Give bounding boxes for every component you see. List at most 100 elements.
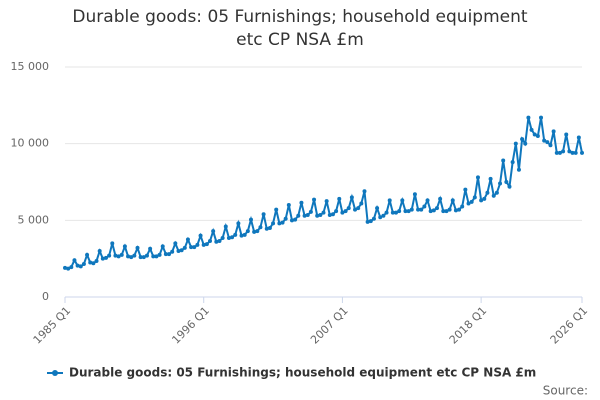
point bbox=[280, 220, 285, 225]
point bbox=[255, 229, 260, 234]
point bbox=[195, 242, 200, 247]
chart-title: Durable goods: 05 Furnishings; household… bbox=[72, 7, 528, 50]
point bbox=[403, 209, 408, 214]
point bbox=[510, 160, 515, 165]
point bbox=[368, 219, 373, 224]
point bbox=[63, 265, 67, 270]
point bbox=[214, 239, 219, 244]
point bbox=[91, 261, 96, 266]
point bbox=[460, 204, 465, 209]
point bbox=[226, 235, 231, 240]
point bbox=[409, 207, 414, 212]
point bbox=[88, 260, 93, 265]
point bbox=[211, 229, 216, 234]
point bbox=[220, 235, 225, 240]
point bbox=[208, 239, 213, 244]
point bbox=[170, 249, 175, 254]
point bbox=[308, 209, 313, 214]
point bbox=[450, 198, 455, 203]
point bbox=[384, 210, 389, 215]
point bbox=[97, 249, 102, 253]
point bbox=[321, 210, 326, 215]
point bbox=[182, 245, 187, 250]
point bbox=[412, 192, 417, 197]
y-tick-label: 5 000 bbox=[18, 213, 50, 226]
y-tick-label: 0 bbox=[42, 290, 49, 303]
point bbox=[359, 201, 364, 206]
point bbox=[557, 150, 562, 155]
point bbox=[535, 134, 540, 138]
point bbox=[176, 249, 181, 253]
point bbox=[85, 252, 90, 257]
point bbox=[154, 254, 159, 259]
point bbox=[192, 245, 197, 250]
point bbox=[482, 196, 487, 201]
point bbox=[258, 225, 263, 230]
point bbox=[334, 209, 339, 214]
point bbox=[163, 252, 168, 257]
point bbox=[504, 180, 509, 184]
point bbox=[400, 198, 405, 203]
point bbox=[353, 207, 358, 212]
point bbox=[245, 229, 250, 234]
point bbox=[337, 196, 342, 201]
point bbox=[242, 232, 247, 237]
point bbox=[422, 204, 427, 209]
point bbox=[201, 242, 206, 247]
point bbox=[570, 150, 575, 155]
point bbox=[110, 241, 115, 246]
point bbox=[520, 137, 525, 142]
point bbox=[349, 195, 354, 200]
point bbox=[312, 197, 317, 202]
point bbox=[248, 217, 253, 222]
point bbox=[387, 198, 392, 203]
point bbox=[548, 143, 553, 148]
point bbox=[551, 129, 556, 134]
y-tick-label: 10 000 bbox=[11, 137, 50, 150]
point bbox=[223, 224, 228, 229]
point bbox=[148, 246, 153, 251]
point bbox=[362, 189, 367, 194]
point bbox=[138, 255, 143, 260]
series-line bbox=[64, 117, 583, 270]
point bbox=[346, 206, 351, 211]
point bbox=[81, 262, 86, 267]
point bbox=[160, 244, 165, 249]
point bbox=[419, 207, 424, 212]
point bbox=[286, 203, 291, 207]
point bbox=[343, 209, 348, 214]
point bbox=[94, 258, 99, 263]
point bbox=[100, 256, 105, 261]
point bbox=[494, 190, 499, 195]
point bbox=[567, 149, 572, 154]
point bbox=[236, 221, 241, 226]
point bbox=[441, 209, 446, 214]
point bbox=[479, 198, 484, 203]
point bbox=[447, 207, 452, 212]
point bbox=[141, 255, 146, 260]
point bbox=[498, 181, 503, 186]
point bbox=[425, 198, 430, 203]
point bbox=[394, 210, 399, 215]
point bbox=[103, 255, 108, 260]
x-tick-label: 1996 Q1 bbox=[169, 304, 212, 347]
point bbox=[267, 226, 272, 230]
point bbox=[318, 212, 323, 217]
point bbox=[289, 218, 294, 223]
point bbox=[252, 229, 257, 234]
point bbox=[324, 199, 329, 204]
point bbox=[179, 248, 184, 253]
point bbox=[516, 167, 521, 172]
point bbox=[469, 199, 474, 204]
point bbox=[261, 212, 266, 217]
point bbox=[299, 200, 304, 205]
point bbox=[472, 195, 477, 200]
point bbox=[274, 207, 279, 212]
point bbox=[185, 237, 190, 242]
point bbox=[283, 216, 288, 221]
point bbox=[78, 264, 83, 269]
point bbox=[66, 266, 71, 271]
point bbox=[305, 212, 310, 217]
